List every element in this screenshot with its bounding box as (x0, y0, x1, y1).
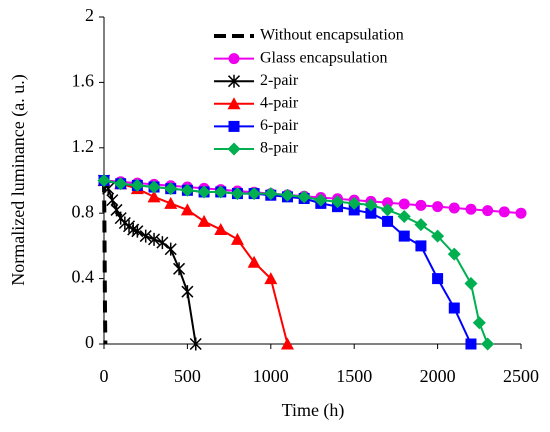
marker (365, 207, 377, 219)
marker (397, 209, 411, 223)
marker (181, 285, 194, 299)
marker (189, 337, 202, 351)
marker (264, 187, 278, 201)
marker (448, 302, 460, 314)
y-tick-label: 0.4 (72, 267, 95, 287)
marker (214, 223, 228, 236)
marker (147, 190, 161, 203)
marker (164, 196, 178, 209)
marker (214, 185, 228, 199)
marker (228, 120, 240, 132)
legend-label: 6-pair (260, 117, 299, 134)
marker (465, 203, 477, 215)
marker (280, 337, 294, 350)
legend-label: 8-pair (260, 140, 299, 157)
marker (297, 190, 311, 204)
series-line (102, 180, 108, 345)
marker (264, 272, 278, 285)
marker (398, 198, 410, 210)
marker (347, 196, 361, 210)
x-tick-label: 2000 (420, 366, 456, 386)
marker (228, 53, 240, 65)
marker (432, 201, 444, 213)
marker (156, 236, 169, 250)
marker (431, 229, 445, 243)
marker (481, 337, 495, 351)
x-tick-label: 500 (174, 366, 201, 386)
marker (364, 198, 378, 212)
marker (447, 247, 461, 261)
y-axis-label: Normalized luminance (a. u.) (8, 74, 29, 285)
marker (448, 202, 460, 214)
marker (197, 185, 211, 199)
marker (230, 232, 244, 245)
marker (114, 177, 128, 191)
marker (97, 174, 111, 187)
marker (180, 203, 194, 216)
legend-label: Glass encapsulation (260, 49, 388, 66)
y-tick-label: 0 (85, 332, 94, 352)
series-line (103, 179, 289, 345)
marker (164, 242, 177, 256)
marker (139, 229, 152, 243)
marker (331, 195, 345, 209)
marker (465, 338, 477, 350)
y-tick-label: 0.8 (72, 201, 95, 221)
marker (432, 273, 444, 285)
marker (398, 230, 410, 242)
marker (498, 206, 510, 218)
marker (230, 187, 244, 201)
x-axis-label: Time (h) (282, 400, 345, 421)
legend-label: 4-pair (260, 94, 299, 111)
x-tick-label: 1500 (336, 366, 372, 386)
marker (164, 182, 178, 196)
x-tick-label: 0 (100, 366, 109, 386)
marker (180, 183, 194, 197)
marker (382, 197, 394, 209)
marker (173, 262, 186, 276)
marker (348, 204, 360, 216)
marker (382, 215, 394, 227)
marker (148, 232, 161, 246)
marker (314, 193, 328, 207)
legend-label: Without encapsulation (260, 27, 404, 44)
marker (482, 205, 494, 217)
marker (131, 224, 144, 238)
marker (515, 207, 527, 219)
marker (227, 97, 241, 110)
marker (381, 203, 395, 217)
y-tick-label: 2 (85, 5, 94, 25)
marker (472, 316, 486, 330)
marker (147, 180, 161, 194)
marker (130, 178, 144, 192)
marker (247, 187, 261, 201)
marker (414, 218, 428, 232)
marker (415, 199, 427, 211)
legend-label: 2-pair (260, 72, 299, 89)
marker (227, 142, 241, 156)
marker (247, 255, 261, 268)
marker (464, 277, 478, 291)
x-tick-label: 1000 (253, 366, 289, 386)
series-line (103, 180, 197, 345)
marker (197, 214, 211, 227)
marker (227, 74, 241, 88)
x-tick-label: 2500 (503, 366, 539, 386)
y-tick-label: 1.2 (72, 136, 95, 156)
y-tick-label: 1.6 (72, 71, 95, 91)
marker (280, 188, 294, 202)
marker (415, 240, 427, 252)
